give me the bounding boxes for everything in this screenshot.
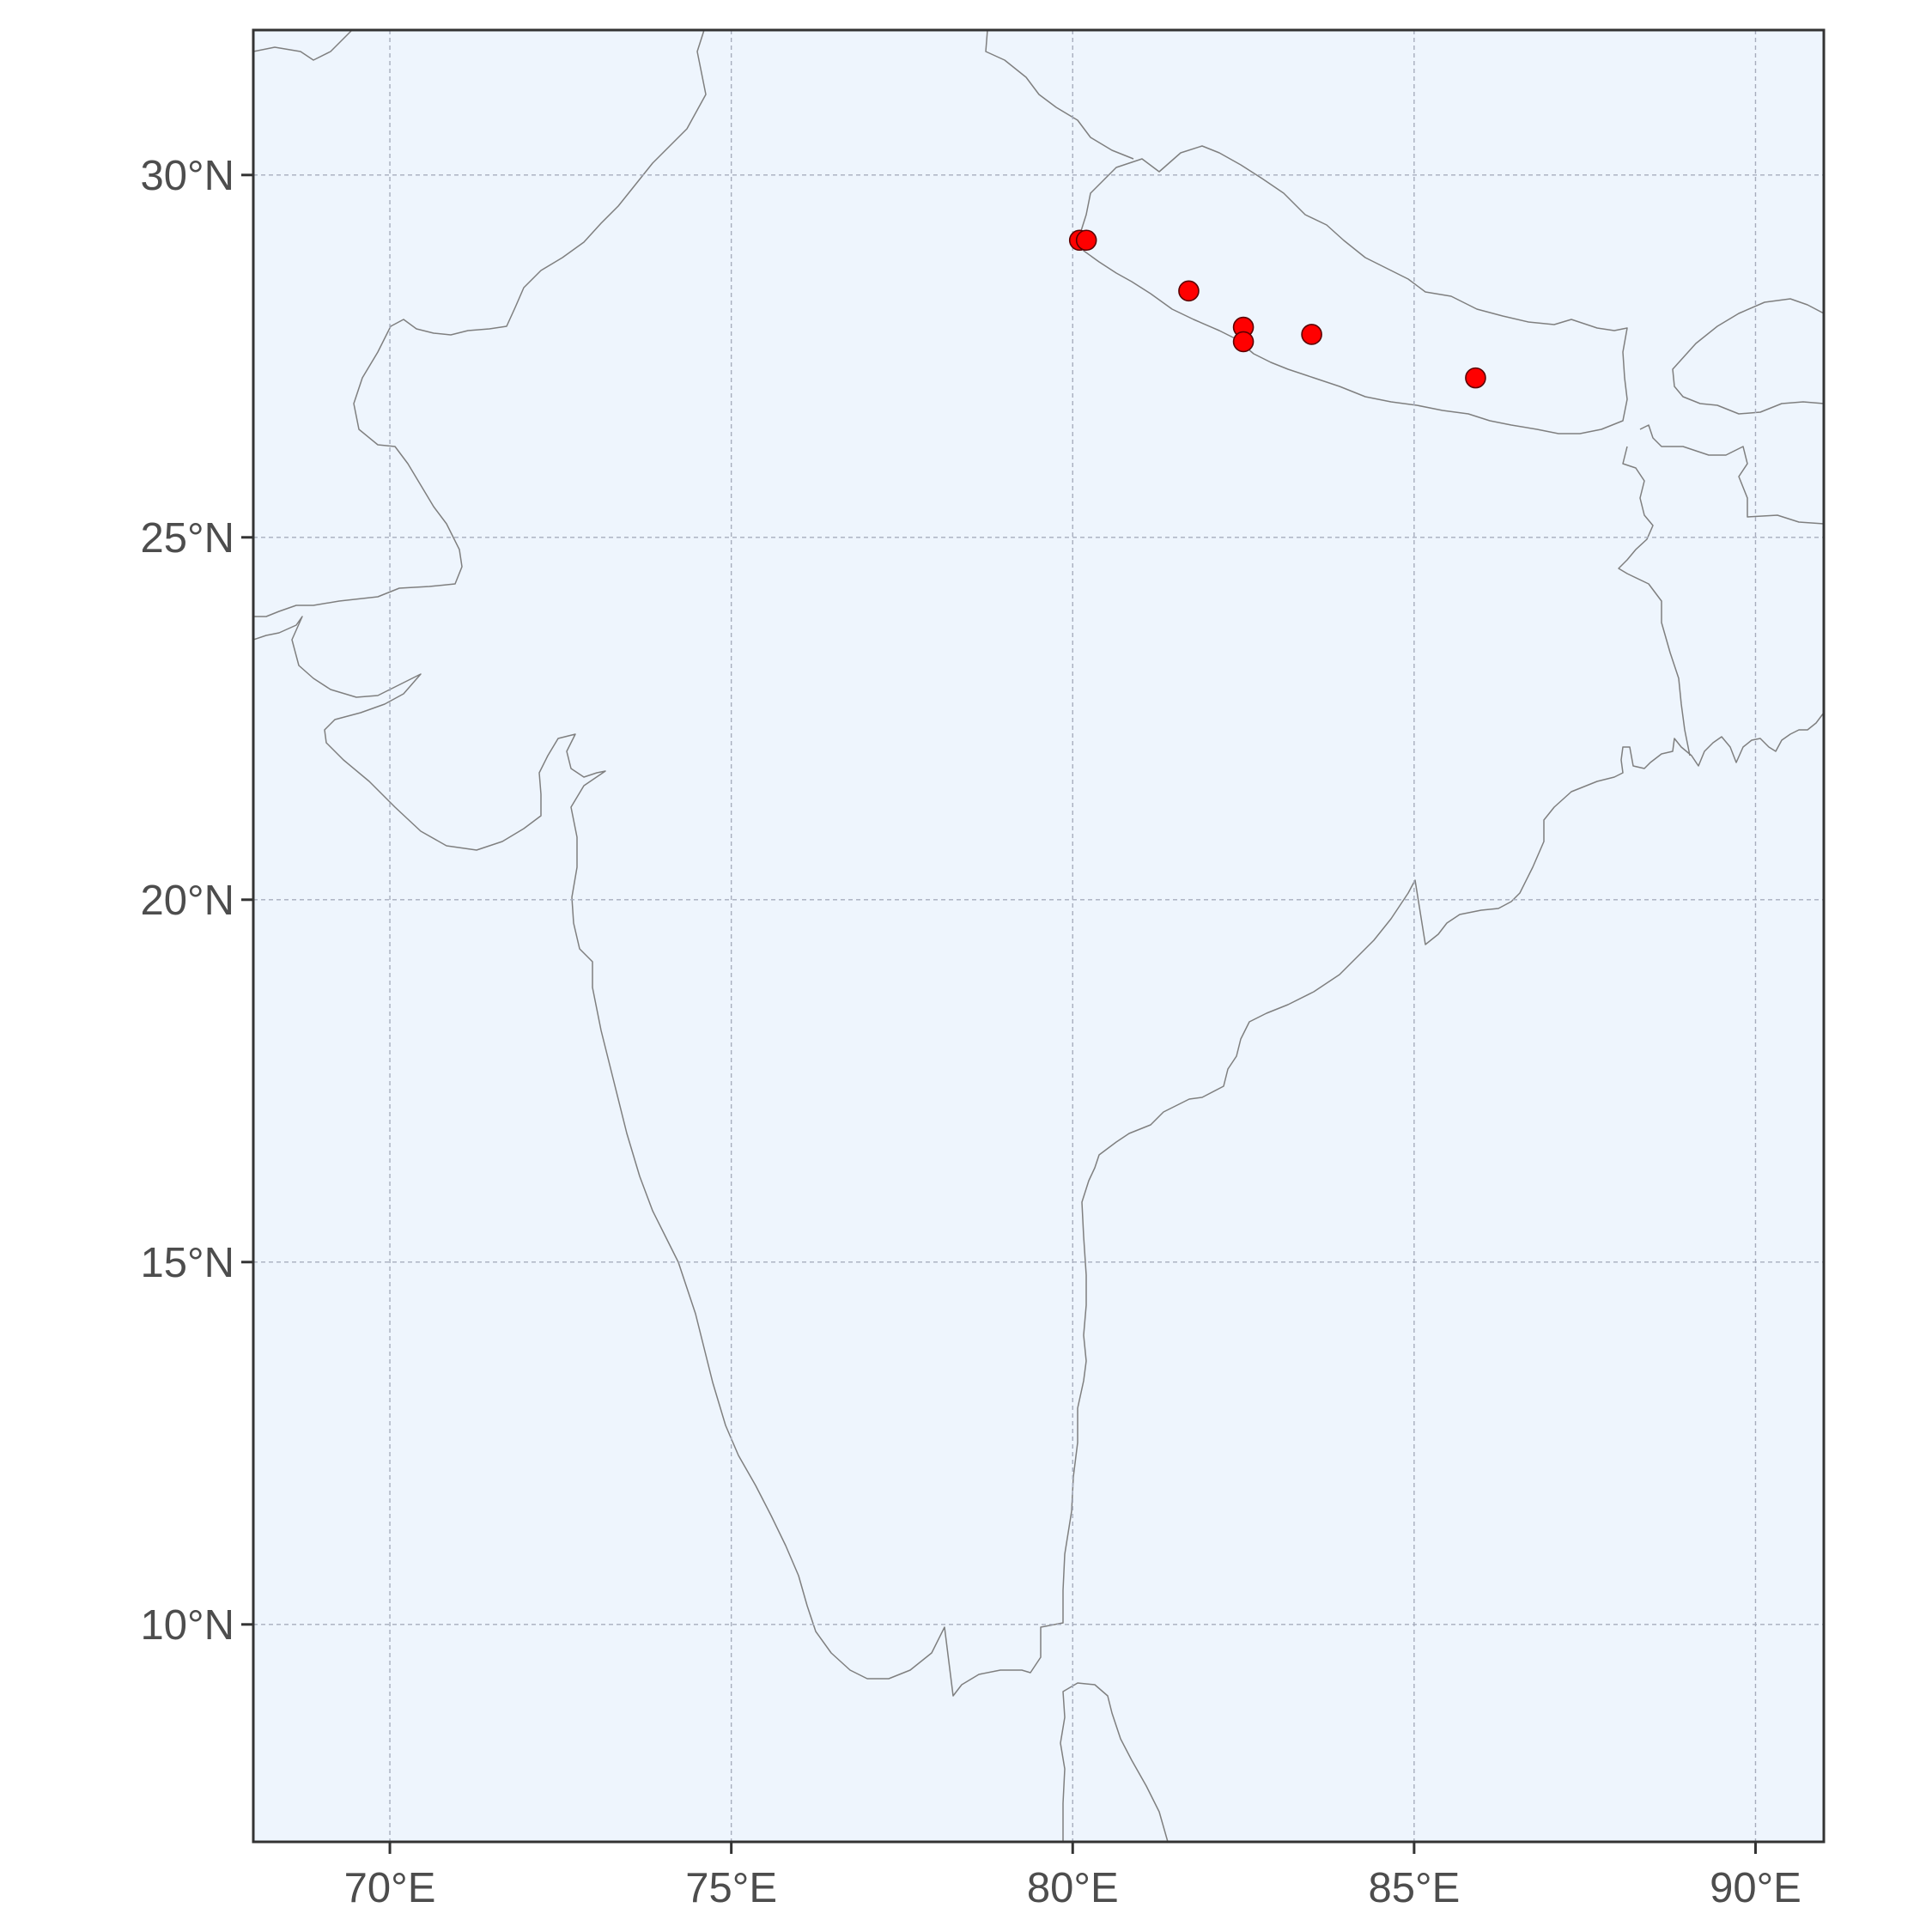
sample-point: [1178, 280, 1200, 302]
panel-border: [252, 28, 1826, 1844]
x-tick-label: 75°E: [685, 1865, 777, 1911]
sample-point: [1075, 229, 1097, 252]
pakistan-border: [253, 30, 353, 61]
nepal-border: [1079, 145, 1628, 434]
india-landmass: [253, 30, 1824, 1697]
y-tick-label: 30°N: [141, 153, 234, 199]
sample-point: [1232, 331, 1255, 353]
x-tick-label: 90°E: [1710, 1865, 1801, 1911]
x-tick-label: 70°E: [344, 1865, 436, 1911]
bhutan-border: [1672, 298, 1824, 415]
x-tick-label: 80°E: [1027, 1865, 1119, 1911]
y-tick-label: 20°N: [141, 878, 234, 924]
y-tick-label: 10°N: [141, 1602, 234, 1649]
sample-point: [1465, 367, 1486, 389]
sample-point: [1301, 324, 1322, 345]
y-axis: 10°N 15°N 20°N 25°N 30°N: [141, 153, 253, 1649]
x-tick-label: 85°E: [1368, 1865, 1460, 1911]
land-layer: [253, 30, 1824, 1842]
y-tick-label: 25°N: [141, 515, 234, 562]
x-axis: 70°E 75°E 80°E 85°E 90°E: [344, 1842, 1801, 1911]
sampling-points: [1068, 229, 1486, 389]
bangladesh-border: [1618, 424, 1824, 756]
gridlines: [253, 30, 1824, 1842]
border-layer: [253, 30, 1824, 756]
y-tick-label: 15°N: [141, 1240, 234, 1286]
sea-background: [253, 30, 1824, 1842]
sri-lanka-landmass: [1060, 1682, 1169, 1842]
china-border: [985, 30, 1134, 160]
